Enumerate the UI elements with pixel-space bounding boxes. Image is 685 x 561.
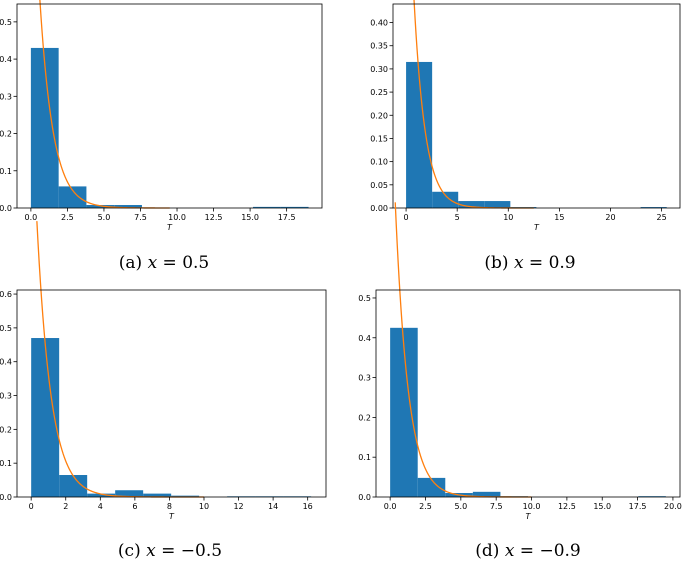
x-tick-label: 2.5 [61,213,74,222]
x-tick-label: 0 [29,502,34,511]
axes-frame [16,289,327,498]
y-tick-label: 0.00 [370,204,388,213]
x-tick-label: 20 [605,213,615,222]
y-tick-label: 0.35 [370,42,388,51]
x-axis-label: T [526,512,532,521]
histogram-bar [280,206,309,208]
histogram-bar [417,477,446,497]
x-tick-label: 12.5 [558,502,576,511]
histogram-bar [472,491,501,497]
x-tick-label: 2.5 [419,502,432,511]
histogram-bar [58,186,87,208]
x-tick-label: 0.0 [25,213,38,222]
y-tick-label: 0.0 [0,493,12,502]
subplot-a: 0.0 2.5 5.0 7.5 10.0 12.5 15.0 17.5 0.0 0.1 0.2 0.3… [0,0,323,273]
histogram-bar [253,206,281,208]
y-tick-label: 0.4 [0,358,12,367]
x-tick-label: 5.0 [98,213,111,222]
subplot-d: 0.0 2.5 5.0 7.5 10.0 12.5 15.0 17.5 20.0 0.0 0.1 0.… [358,202,682,561]
x-tick-label: 4 [98,502,103,511]
x-axis-label: T [167,223,173,232]
x-tick-label: 12 [233,502,243,511]
x-tick-label: 16 [303,502,313,511]
x-axis-label: T [169,512,175,521]
histogram-bar [30,47,59,209]
y-tick-label: 0.3 [0,392,12,401]
y-tick-label: 0.30 [370,65,388,74]
subfigure-caption: (d) x = −0.9 [475,541,581,561]
histogram-bar [432,191,459,208]
x-axis-label: T [534,223,540,232]
histogram-bar [86,205,115,208]
subfigure-caption: (a) x = 0.5 [119,253,210,273]
x-tick-label: 5 [455,213,460,222]
x-tick-label: 0.0 [384,502,397,511]
y-tick-label: 0.1 [0,167,12,176]
y-tick-label: 0.2 [0,425,12,434]
x-tick-label: 17.5 [278,213,296,222]
histogram-bar [640,207,667,208]
y-tick-label: 0.0 [358,493,371,502]
y-tick-label: 0.2 [0,130,12,139]
y-tick-label: 0.1 [358,453,371,462]
x-tick-label: 10 [199,502,209,511]
y-tick-label: 0.4 [0,55,12,64]
y-tick-label: 0.5 [358,294,371,303]
x-tick-label: 0 [404,213,409,222]
x-tick-label: 6 [132,502,137,511]
y-tick-label: 0.2 [358,413,371,422]
x-tick-label: 15.0 [593,502,611,511]
y-tick-label: 0.3 [0,92,12,101]
histogram-bar [171,495,200,497]
y-tick-label: 0.6 [0,290,12,299]
axes-frame [375,289,681,498]
x-tick-label: 7.5 [134,213,147,222]
x-tick-label: 10.0 [523,502,541,511]
y-tick-label: 0.5 [0,324,12,333]
y-tick-label: 0.3 [358,374,371,383]
y-tick-label: 0.40 [370,19,388,28]
y-tick-label: 0.25 [370,88,388,97]
histogram-bar [406,61,433,209]
x-tick-label: 8 [167,502,172,511]
histogram-bar [390,327,418,497]
x-tick-label: 10.0 [168,213,186,222]
subfigure-caption: (c) x = −0.5 [118,541,222,561]
y-tick-label: 0.10 [370,158,388,167]
x-tick-label: 15.0 [241,213,259,222]
y-tick-label: 0.0 [0,204,12,213]
subplot-b: 0 5 10 15 20 25 0.00 0.05 0.10 0.15 0.20 0.25 0.30 0.… [370,0,681,273]
x-tick-label: 17.5 [629,502,647,511]
y-tick-label: 0.1 [0,459,12,468]
x-tick-label: 15 [554,213,564,222]
x-tick-label: 10 [503,213,513,222]
y-tick-label: 0.15 [370,134,388,143]
x-tick-label: 25 [657,213,667,222]
x-tick-label: 2 [63,502,68,511]
x-tick-label: 5.0 [454,502,467,511]
histogram-bar [114,205,142,208]
histogram-bar [458,201,485,208]
histogram-bar [115,490,144,497]
histogram-bar [143,493,172,497]
x-tick-label: 12.5 [205,213,223,222]
axes-frame [16,3,323,209]
histogram-bar [484,201,511,208]
subfigure-caption: (b) x = 0.9 [484,253,575,273]
histogram-bar [87,493,116,497]
subplot-c: 0 2 4 6 8 10 12 14 16 0.0 0.1 0.2 0.3 0.4 0.5 0.6 T (c) x… [0,221,327,561]
axes-frame [392,3,681,209]
histogram-bar [59,475,88,497]
y-tick-label: 0.05 [370,181,388,190]
x-tick-label: 14 [268,502,278,511]
x-tick-label: 7.5 [490,502,503,511]
y-tick-label: 0.4 [358,334,371,343]
y-tick-label: 0.5 [0,18,12,27]
x-tick-label: 20.0 [664,502,682,511]
y-tick-label: 0.20 [370,111,388,120]
